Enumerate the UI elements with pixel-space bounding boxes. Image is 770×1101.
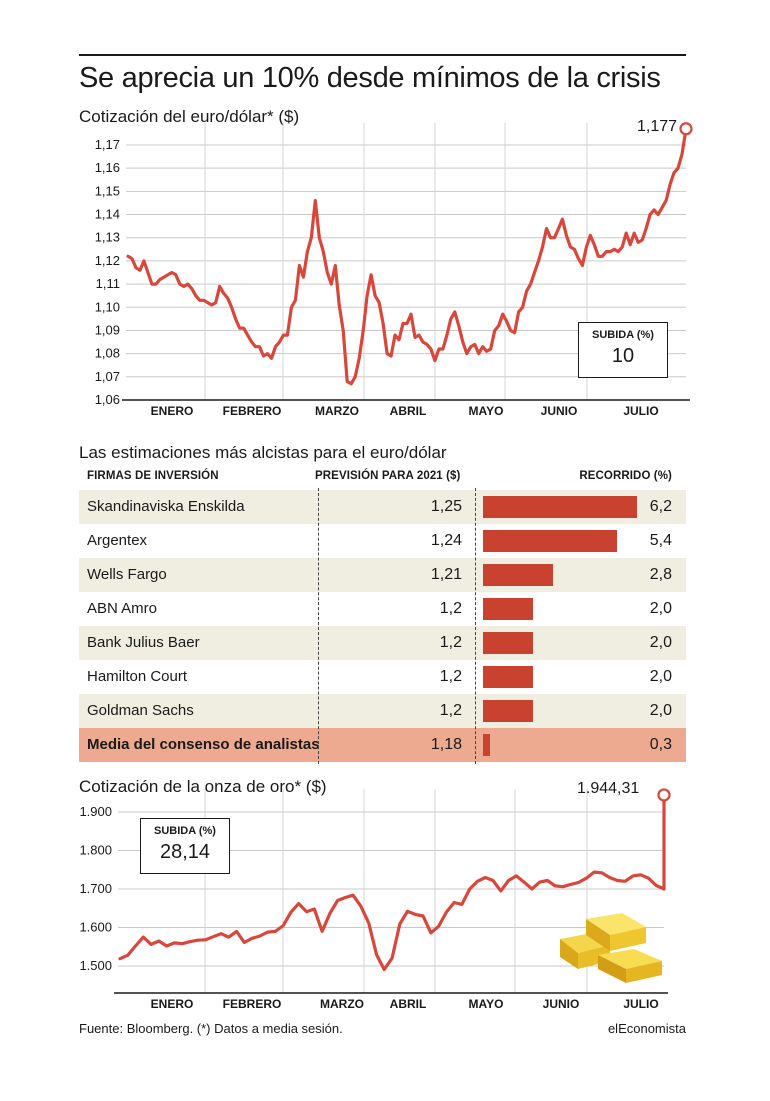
- euro-chart-subtitle: Cotización del euro/dólar* ($): [79, 107, 300, 126]
- firm-name: Media del consenso de analistas: [87, 736, 320, 753]
- y-tick-label: 1.900: [79, 804, 112, 819]
- upside-bar: [483, 632, 533, 654]
- gold-end-label: 1.944,31: [577, 780, 640, 797]
- table-row: Skandinaviska Enskilda 1,25 6,2: [79, 490, 686, 524]
- upside-bar: [483, 530, 618, 552]
- top-rule: [79, 54, 686, 56]
- upside-value: 2,0: [649, 600, 672, 617]
- y-tick-label: 1,10: [95, 299, 120, 314]
- forecast-value: 1,2: [439, 600, 462, 617]
- y-tick-label: 1,08: [95, 346, 120, 361]
- forecast-value: 1,24: [430, 532, 462, 549]
- month-label: MARZO: [315, 404, 359, 418]
- forecast-value: 1,21: [430, 566, 462, 583]
- month-label: ENERO: [151, 404, 194, 418]
- month-label: FEBRERO: [223, 997, 282, 1011]
- y-tick-label: 1,16: [95, 160, 120, 175]
- firm-name: Hamilton Court: [87, 668, 188, 685]
- headline: Se aprecia un 10% desde mínimos de la cr…: [79, 62, 661, 94]
- y-tick-label: 1.800: [79, 843, 112, 858]
- upside-bar: [483, 496, 637, 518]
- euro-rise-badge-value: 10: [611, 345, 635, 367]
- month-label: JULIO: [623, 404, 658, 418]
- table-row: Bank Julius Baer 1,2 2,0: [79, 626, 686, 660]
- upside-value: 2,0: [649, 668, 672, 685]
- y-tick-label: 1.500: [79, 958, 112, 973]
- euro-rise-badge-label: SUBIDA (%): [592, 329, 654, 341]
- firm-name: Argentex: [87, 532, 148, 549]
- column-divider: [475, 488, 476, 764]
- month-label: MARZO: [320, 997, 364, 1011]
- firm-name: Wells Fargo: [87, 566, 167, 583]
- gold-rise-badge-value: 28,14: [159, 841, 211, 863]
- y-tick-label: 1.600: [79, 920, 112, 935]
- y-tick-label: 1.700: [79, 881, 112, 896]
- y-tick-label: 1,11: [96, 276, 120, 291]
- series-line: [118, 793, 666, 972]
- y-tick-label: 1,06: [95, 392, 120, 407]
- upside-bar: [483, 666, 533, 688]
- gold-chart-subtitle: Cotización de la onza de oro* ($): [79, 777, 327, 796]
- firm-name: Bank Julius Baer: [87, 634, 200, 651]
- consensus-row: Media del consenso de analistas 1,18 0,3: [79, 728, 686, 762]
- firm-name: ABN Amro: [87, 600, 158, 617]
- firm-name: Goldman Sachs: [87, 702, 194, 719]
- y-tick-label: 1,17: [95, 137, 120, 152]
- forecast-value: 1,18: [430, 736, 462, 753]
- y-tick-label: 1,12: [95, 253, 120, 268]
- y-tick-label: 1,13: [95, 230, 120, 245]
- brand-name: elEconomista: [607, 1021, 686, 1036]
- table-row: Argentex 1,24 5,4: [79, 524, 686, 558]
- euro-rise-badge: SUBIDA (%) 10: [578, 322, 668, 378]
- forecast-value: 1,2: [439, 634, 462, 651]
- y-tick-label: 1,15: [95, 183, 120, 198]
- upside-value: 6,2: [649, 498, 672, 515]
- month-label: ABRIL: [390, 404, 427, 418]
- end-point-marker: [657, 788, 671, 802]
- y-tick-label: 1,07: [95, 369, 120, 384]
- upside-bar: [483, 564, 553, 586]
- source-note: Fuente: Bloomberg. (*) Datos a media ses…: [79, 1021, 343, 1036]
- gold-bars-icon: [560, 913, 662, 983]
- series-line: [126, 127, 688, 386]
- table-subtitle: Las estimaciones más alcistas para el eu…: [79, 443, 447, 462]
- header-forecast: PREVISIÓN PARA 2021 ($): [315, 470, 461, 482]
- upside-bar: [483, 700, 533, 722]
- upside-value: 2,0: [649, 634, 672, 651]
- month-label: MAYO: [469, 404, 504, 418]
- upside-bar: [483, 598, 533, 620]
- forecast-value: 1,25: [430, 498, 462, 515]
- month-label: ENERO: [151, 997, 194, 1011]
- upside-value: 5,4: [649, 532, 672, 549]
- month-label: FEBRERO: [223, 404, 282, 418]
- euro-end-label: 1,177: [637, 118, 678, 135]
- gold-rise-badge-label: SUBIDA (%): [154, 825, 216, 837]
- gold-rise-badge: SUBIDA (%) 28,14: [140, 818, 230, 874]
- month-label: JUNIO: [543, 997, 580, 1011]
- month-label: JUNIO: [541, 404, 578, 418]
- table-row: Goldman Sachs 1,2 2,0: [79, 694, 686, 728]
- month-label: MAYO: [469, 997, 504, 1011]
- firm-name: Skandinaviska Enskilda: [87, 498, 245, 515]
- table-row: ABN Amro 1,2 2,0: [79, 592, 686, 626]
- euro-dollar-chart: 1,17 1,16 1,15 1,14 1,13 1,12 1,11 1,10 1,09 1,08…: [95, 122, 693, 418]
- forecast-value: 1,2: [439, 668, 462, 685]
- month-label: JULIO: [623, 997, 658, 1011]
- month-label: ABRIL: [390, 997, 427, 1011]
- header-firm: FIRMAS DE INVERSIÓN: [87, 470, 219, 482]
- upside-value: 2,0: [649, 702, 672, 719]
- y-tick-label: 1,14: [95, 207, 120, 222]
- upside-bar: [483, 734, 491, 756]
- column-divider: [318, 488, 319, 764]
- header-pct: RECORRIDO (%): [579, 470, 672, 482]
- upside-value: 0,3: [649, 736, 672, 753]
- forecast-value: 1,2: [439, 702, 462, 719]
- table-row: Hamilton Court 1,2 2,0: [79, 660, 686, 694]
- upside-value: 2,8: [649, 566, 672, 583]
- table-row: Wells Fargo 1,21 2,8: [79, 558, 686, 592]
- y-tick-label: 1,09: [95, 322, 120, 337]
- end-point-marker: [679, 122, 693, 136]
